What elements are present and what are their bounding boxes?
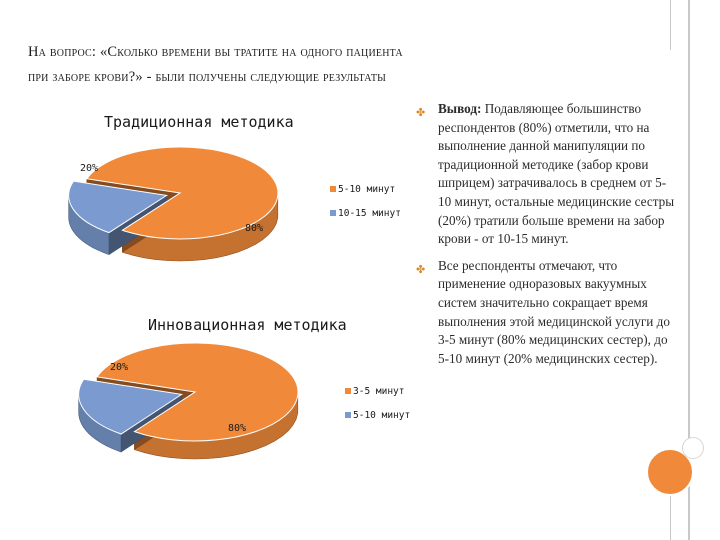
legend-swatch bbox=[345, 388, 351, 394]
chart-1-pie: 80% 20% bbox=[68, 146, 279, 262]
legend-swatch bbox=[330, 210, 336, 216]
pie-slice-5-10-минут bbox=[85, 146, 279, 240]
frame-corner-line-bottom bbox=[670, 490, 671, 540]
frame-right-line bbox=[688, 0, 690, 540]
legend-swatch bbox=[330, 186, 336, 192]
legend-item: 5-10 минут bbox=[345, 409, 410, 421]
pie-data-label: 80% bbox=[245, 223, 263, 234]
legend-item: 10-15 минут bbox=[330, 207, 401, 219]
legend-label: 5-10 минут bbox=[338, 183, 396, 195]
chart-2-legend: 3-5 минут 5-10 минут bbox=[345, 385, 410, 433]
diamond-bullet-icon: ✤ bbox=[416, 106, 426, 119]
conclusion-lead: Вывод: bbox=[438, 101, 482, 116]
chart-2-pie: 80% 20% bbox=[78, 342, 299, 460]
legend-label: 3-5 минут bbox=[353, 385, 405, 397]
slide-title-line-2: при заборе крови?» - были получены следу… bbox=[28, 69, 387, 85]
diamond-bullet-icon: ✤ bbox=[416, 262, 426, 276]
legend-item: 3-5 минут bbox=[345, 385, 410, 397]
decorative-circle-small bbox=[682, 437, 704, 459]
pie-data-label: 20% bbox=[110, 362, 128, 373]
pie-slice-5-10-минут bbox=[78, 378, 184, 435]
conclusion-text: Подавляющее большинство респондентов (80… bbox=[438, 101, 675, 247]
legend-item: 5-10 минут bbox=[330, 183, 401, 195]
chart-1-title: Традиционная методика bbox=[104, 113, 294, 131]
legend-swatch bbox=[345, 412, 351, 418]
conclusion-text: Все респонденты отмечают, что применение… bbox=[438, 257, 670, 366]
chart-1-legend: 5-10 минут 10-15 минут bbox=[330, 183, 401, 231]
legend-label: 5-10 минут bbox=[353, 409, 411, 421]
frame-corner-line-top bbox=[670, 0, 671, 50]
conclusions-panel: ✤ Вывод: Подавляющее большинство респонд… bbox=[416, 100, 676, 368]
slide-title-line-1: На вопрос: «Сколько времени вы тратите н… bbox=[28, 44, 403, 60]
conclusion-item: ✤ Все респонденты отмечают, что применен… bbox=[416, 257, 676, 369]
pie-data-label: 80% bbox=[228, 423, 246, 434]
pie-slice-10-15-минут bbox=[68, 180, 169, 234]
conclusion-item: ✤ Вывод: Подавляющее большинство респонд… bbox=[416, 100, 676, 249]
pie-data-label: 20% bbox=[80, 163, 98, 174]
chart-2-title: Инновационная методика bbox=[148, 316, 347, 334]
legend-label: 10-15 минут bbox=[338, 207, 401, 219]
slide-title: На вопрос: «Сколько времени вы тратите н… bbox=[28, 40, 628, 90]
pie-slice-3-5-минут bbox=[96, 342, 299, 442]
